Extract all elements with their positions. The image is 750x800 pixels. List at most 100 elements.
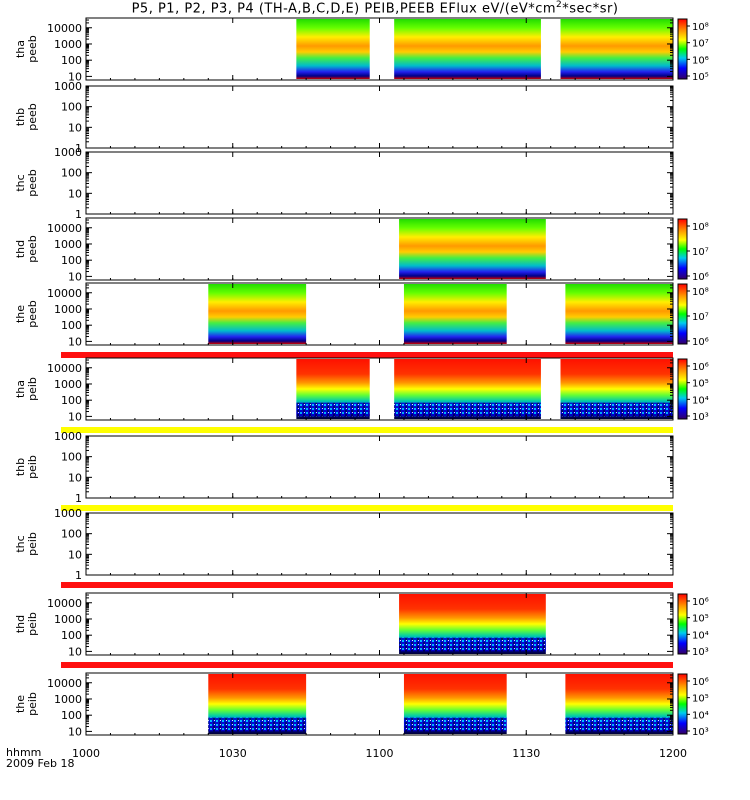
y-tick-label: 10 — [68, 725, 82, 738]
y-tick-label: 10000 — [47, 222, 82, 235]
noise-band — [208, 717, 307, 732]
colorbar-label: 10⁶ — [692, 597, 709, 608]
y-tick-label: 1000 — [54, 303, 82, 316]
colorbar-label: 10⁶ — [692, 362, 709, 373]
status-bar-red — [61, 662, 673, 668]
y-tick-label: 10 — [68, 548, 82, 561]
y-tick-label: 100 — [61, 394, 82, 407]
y-tick-label: 1 — [75, 208, 82, 221]
figure-title: P5, P1, P2, P3, P4 (TH-A,B,C,D,E) PEIB,P… — [131, 0, 619, 17]
spectrogram-block — [296, 19, 370, 79]
panel-thb-peeb: 1000 100 10 1 thb peeb — [14, 80, 674, 155]
panel-thb-peib: 1000 100 10 1 thb peib — [14, 430, 674, 511]
colorbar-label: 10⁵ — [692, 614, 709, 625]
noise-band — [565, 717, 673, 732]
colorbar-label: 10⁸ — [692, 287, 709, 298]
y-axis-label: tha — [14, 380, 27, 398]
colorbar — [677, 593, 688, 655]
time-axis: hhmm 2009 Feb 18 1000 1030 1100 1130 1200 — [6, 746, 687, 770]
panel-thd-peib: 10000 1000 100 10 thd peib 10⁶ 10⁵ 10⁴ 10³ — [14, 592, 709, 668]
y-axis-label: peeb — [26, 235, 39, 263]
panel-frame — [85, 435, 674, 499]
time-axis-label-line2: 2009 Feb 18 — [6, 757, 74, 770]
y-tick-label: 1000 — [54, 613, 82, 626]
y-axis-label: peib — [26, 612, 39, 636]
colorbar — [677, 358, 688, 420]
colorbar-label: 10⁵ — [692, 72, 709, 83]
colorbar-label: 10⁶ — [692, 337, 709, 348]
y-tick-label: 100 — [61, 319, 82, 332]
y-axis-label: thc — [14, 535, 27, 552]
noise-band — [296, 402, 370, 417]
panel-frame — [85, 512, 674, 576]
panel-thc-peib: 1000 100 10 1 thc peib — [14, 507, 674, 588]
colorbar-label: 10⁸ — [692, 22, 709, 33]
colorbar-label: 10³ — [692, 412, 709, 423]
y-tick-label: 1 — [75, 142, 82, 155]
colorbar-label: 10³ — [692, 647, 709, 658]
colorbar — [677, 673, 688, 735]
y-tick-label: 10 — [68, 335, 82, 348]
time-axis-label-line1: hhmm — [6, 746, 41, 759]
colorbar-label: 10⁴ — [692, 395, 709, 406]
y-tick-label: 10 — [68, 645, 82, 658]
status-bar-red — [61, 352, 673, 358]
y-tick-label: 1000 — [54, 146, 82, 159]
panel-thc-peeb: 1000 100 10 1 thc peeb — [14, 146, 674, 221]
x-tick-label: 1200 — [659, 747, 687, 760]
colorbar — [677, 218, 688, 280]
status-bar-yellow — [61, 427, 673, 433]
panel-the-peeb: 10000 1000 100 10 the peeb 10⁸ 10⁷ 10⁶ — [14, 282, 709, 358]
y-tick-label: 10000 — [47, 287, 82, 300]
panel-frame — [85, 592, 674, 656]
y-axis-label: peib — [26, 532, 39, 556]
y-tick-label: 10 — [68, 410, 82, 423]
colorbar-label: 10⁸ — [692, 222, 709, 233]
colorbar-label: 10⁵ — [692, 379, 709, 390]
y-tick-label: 1000 — [54, 430, 82, 443]
y-tick-label: 1000 — [54, 507, 82, 520]
noise-band — [394, 402, 541, 417]
colorbar-label: 10⁷ — [692, 39, 709, 50]
y-axis-label: thd — [14, 615, 27, 633]
panel-tha-peeb: 10000 1000 100 10 tha peeb 10⁸ 10⁷ 10⁶ 10⁵ — [14, 17, 709, 83]
y-tick-label: 10 — [68, 121, 82, 134]
y-axis-label: the — [14, 305, 27, 323]
panel-tha-peib: 10000 1000 100 10 tha peib 10⁶ 10⁵ 10⁴ 10³ — [14, 357, 709, 433]
noise-band — [403, 717, 507, 732]
spectrogram-block — [403, 284, 507, 344]
status-bar-yellow — [61, 505, 673, 511]
y-tick-label: 1 — [75, 569, 82, 582]
x-tick-label: 1000 — [72, 747, 100, 760]
y-axis-label: the — [14, 695, 27, 713]
noise-band — [560, 402, 673, 417]
y-axis-label: peeb — [26, 300, 39, 328]
panel-frame — [85, 217, 674, 281]
y-axis-label: peeb — [26, 103, 39, 131]
y-tick-label: 10 — [68, 471, 82, 484]
y-tick-label: 10000 — [47, 597, 82, 610]
colorbar-label: 10⁴ — [692, 630, 709, 641]
y-tick-label: 10 — [68, 187, 82, 200]
y-tick-label: 1000 — [54, 238, 82, 251]
y-axis-label: peib — [26, 377, 39, 401]
spectrogram-block — [565, 284, 673, 344]
colorbar-label: 10⁷ — [692, 312, 709, 323]
spectrogram-block — [399, 219, 546, 279]
y-tick-label: 1000 — [54, 80, 82, 93]
y-tick-label: 100 — [61, 629, 82, 642]
y-tick-label: 100 — [61, 709, 82, 722]
spectrogram-block — [208, 284, 307, 344]
colorbar-label: 10⁷ — [692, 247, 709, 258]
y-tick-label: 1 — [75, 492, 82, 505]
y-axis-label: peib — [26, 455, 39, 479]
y-tick-label: 1000 — [54, 38, 82, 51]
colorbar-label: 10⁶ — [692, 272, 709, 283]
y-axis-label: thb — [14, 108, 27, 126]
panel-frame — [85, 85, 674, 149]
colorbar — [677, 18, 688, 80]
x-tick-label: 1130 — [512, 747, 540, 760]
spectrogram-block — [560, 19, 673, 79]
x-tick-label: 1100 — [366, 747, 394, 760]
